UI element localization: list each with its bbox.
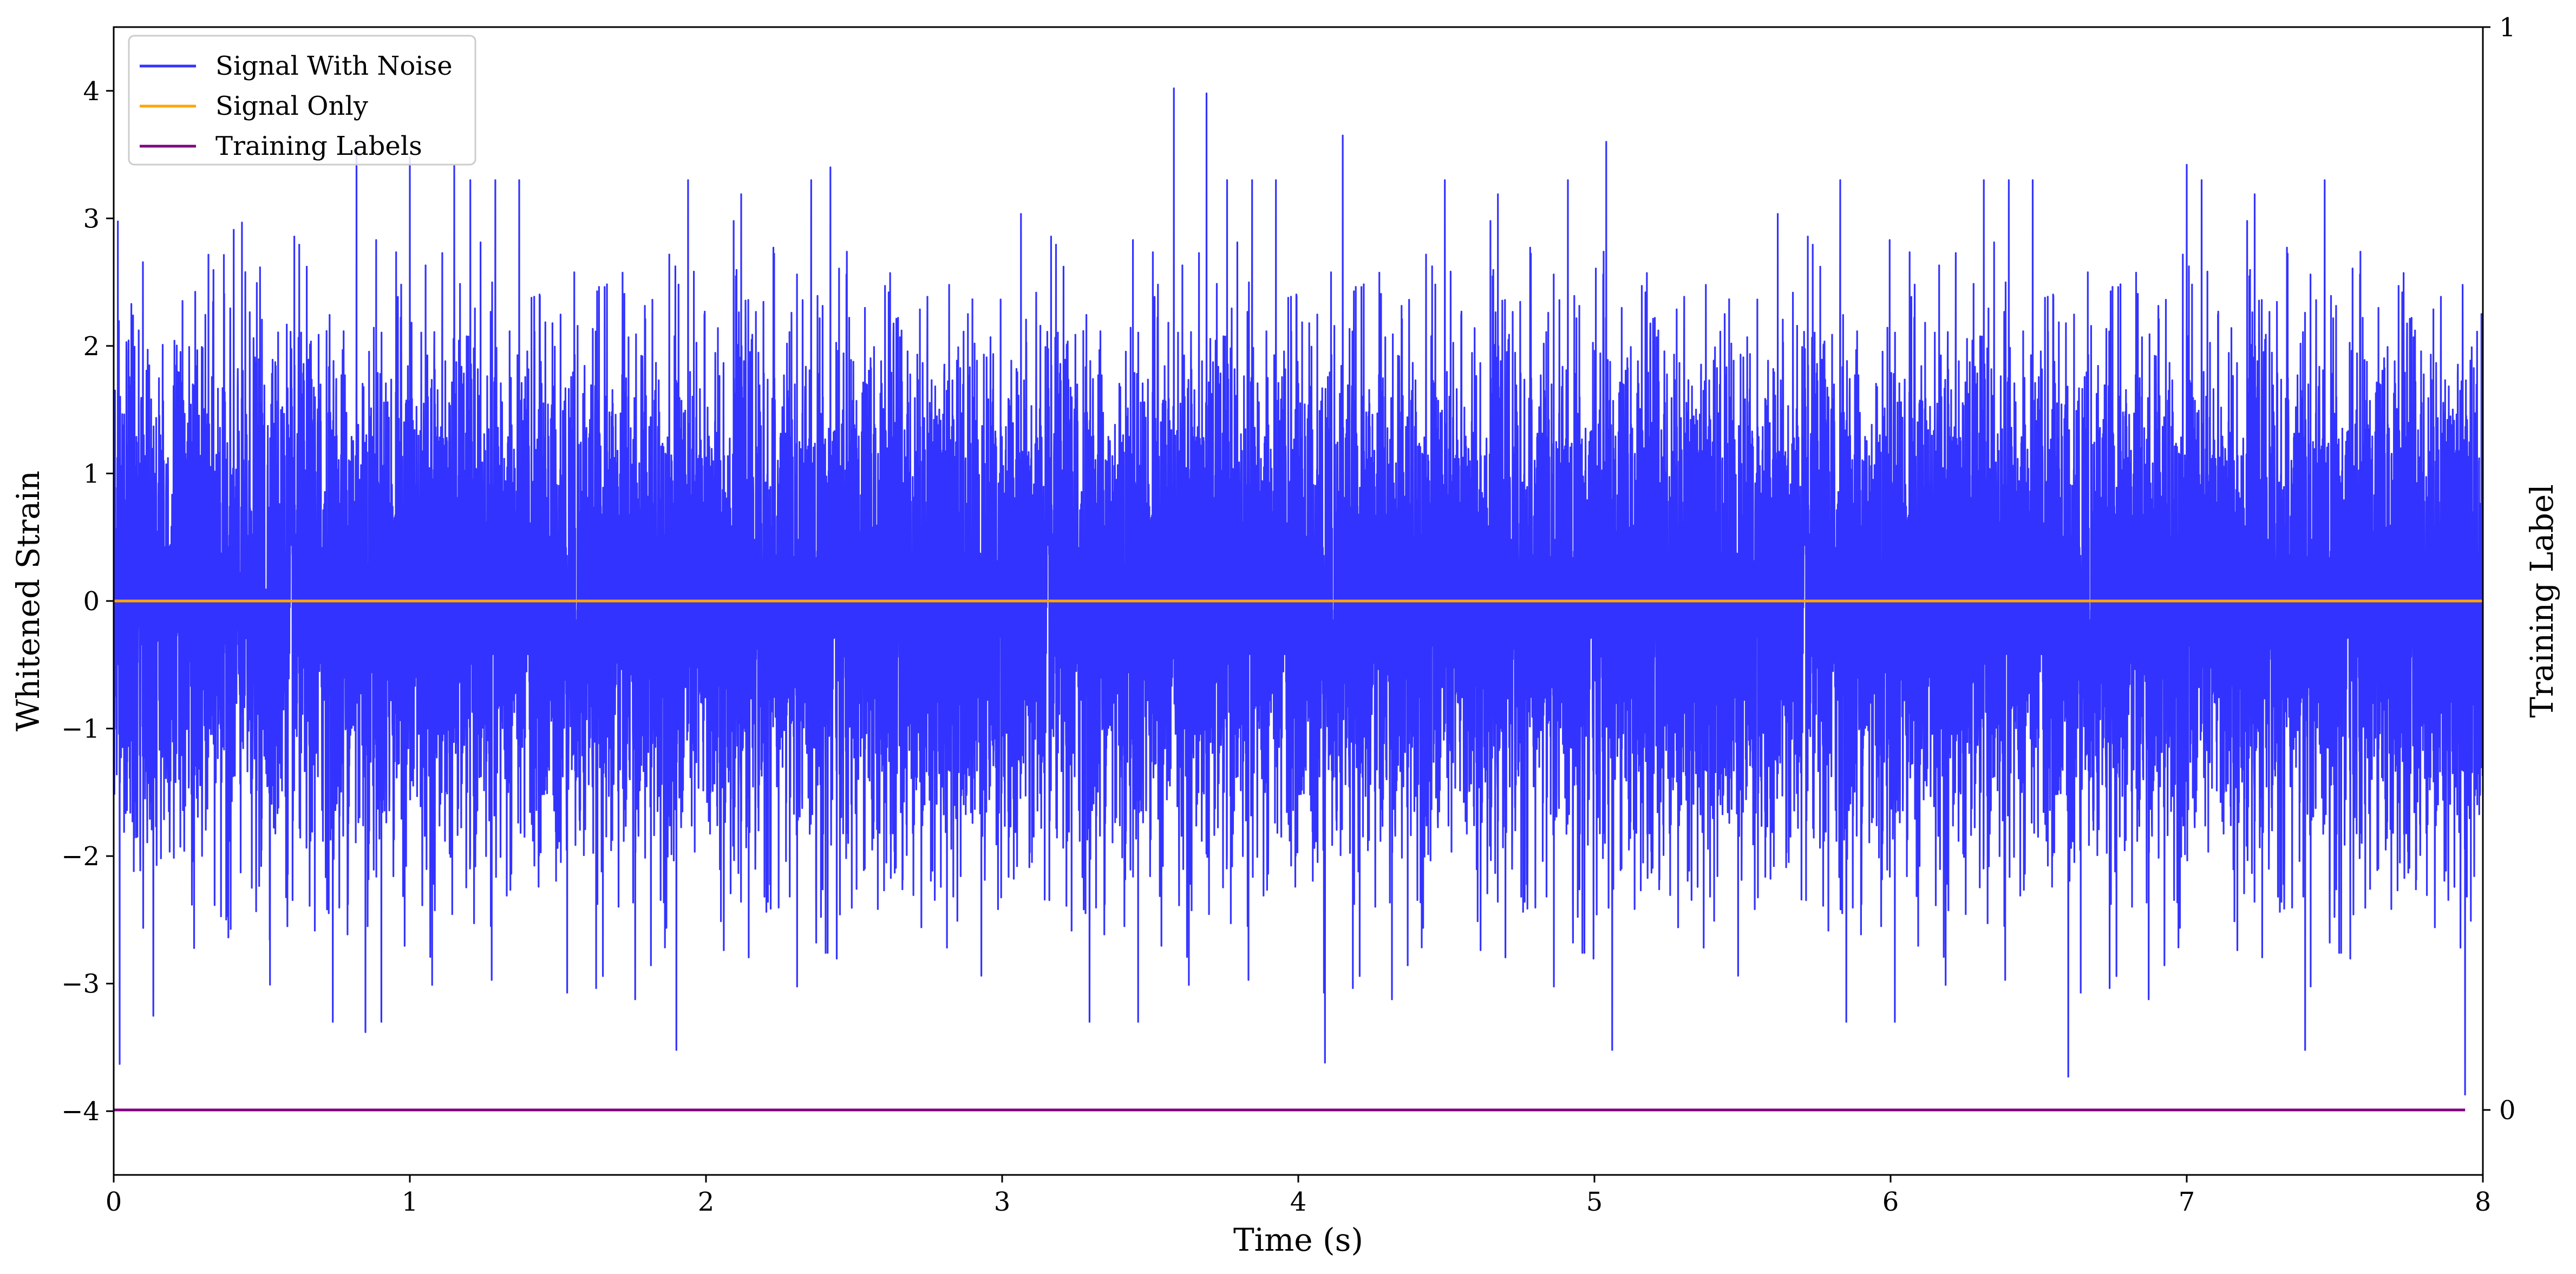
x-tick-label: 7 (2179, 1187, 2195, 1217)
y2-axis-label: Training Label (2523, 484, 2560, 717)
x-axis-label: Time (s) (1233, 1221, 1363, 1258)
x-axis: 0 1 2 3 4 5 6 7 8 (106, 1175, 2492, 1217)
legend: Signal With Noise Signal Only Training Lab… (128, 35, 476, 166)
y-tick-label: −1 (61, 714, 100, 744)
x-tick-label: 0 (106, 1187, 122, 1217)
y-axis: −4 −3 −2 −1 0 1 2 3 4 (61, 76, 114, 1127)
x-tick-label: 8 (2475, 1187, 2492, 1217)
x-tick-label: 6 (1882, 1187, 1899, 1217)
y-tick-label: 1 (83, 459, 100, 489)
legend-label-signal-only: Signal Only (215, 91, 368, 121)
x-tick-label: 4 (1290, 1187, 1307, 1217)
y-tick-label: 0 (83, 586, 100, 617)
legend-label-training-labels: Training Labels (215, 131, 422, 161)
y-tick-label: −2 (61, 841, 100, 872)
y-axis-label: Whitened Strain (10, 471, 47, 731)
plot-area (114, 87, 2483, 1112)
series-line-signal-with-noise (114, 87, 2483, 1096)
y-tick-label: 4 (83, 76, 100, 107)
legend-box (128, 35, 476, 166)
x-tick-label: 1 (402, 1187, 419, 1217)
y2-axis: 01 (2483, 12, 2516, 1126)
x-tick-label: 5 (1586, 1187, 1603, 1217)
y2-tick-label: 1 (2499, 12, 2516, 43)
legend-label-signal-with-noise: Signal With Noise (215, 51, 453, 81)
y-tick-label: 2 (83, 331, 100, 362)
y-tick-label: 3 (83, 204, 100, 234)
x-tick-label: 2 (698, 1187, 715, 1217)
y-tick-label: −3 (61, 969, 100, 999)
y-tick-label: −4 (61, 1096, 100, 1127)
x-tick-label: 3 (994, 1187, 1011, 1217)
y2-tick-label: 0 (2499, 1095, 2516, 1126)
